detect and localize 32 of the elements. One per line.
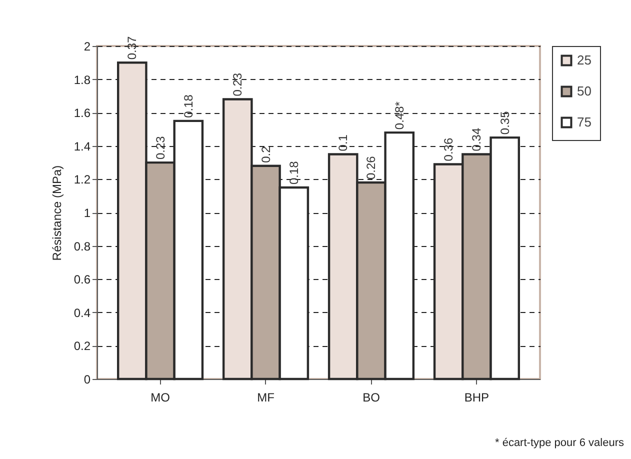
annotation: 0.23 xyxy=(230,72,245,96)
annotation: 0.1 xyxy=(336,134,350,152)
x-tick-label: MO xyxy=(150,390,170,404)
annotation: 0.35 xyxy=(498,110,512,135)
y-tick-label: 1.4 xyxy=(74,139,91,154)
annotation: 0.48* xyxy=(392,101,406,130)
y-tick-label: 0.2 xyxy=(74,339,91,354)
y-tick-label: 0 xyxy=(84,372,91,386)
annotation: 0.26 xyxy=(364,156,378,180)
y-tick-label: 2 xyxy=(84,40,91,54)
annotation: 0.2 xyxy=(258,146,273,163)
annotation: 0.23 xyxy=(153,136,168,160)
y-tick-label: 1 xyxy=(84,206,91,220)
y-tick-label: 1.8 xyxy=(74,72,91,87)
text: * écart-type pour 6 valeurs xyxy=(494,437,624,449)
y-tick-label: 0.6 xyxy=(74,272,91,287)
x-tick-label: BHP xyxy=(464,390,490,404)
y-axis-title: Résistance (MPa) xyxy=(50,165,64,261)
x-tick-label: MF xyxy=(257,390,274,404)
legend-label: 75 xyxy=(577,114,592,130)
legend-label: 50 xyxy=(577,84,592,98)
annotation: 0.18 xyxy=(286,160,301,185)
annotation: 0.34 xyxy=(470,128,484,152)
y-tick-label: 1.2 xyxy=(74,172,91,187)
legend-label: 25 xyxy=(577,52,592,68)
y-tick-label: 0.8 xyxy=(74,239,91,254)
y-tick-label: 1.6 xyxy=(74,106,91,120)
x-tick-label: BO xyxy=(362,390,380,404)
annotation: 0.37 xyxy=(125,36,140,60)
annotation: 0.18 xyxy=(181,94,196,118)
y-tick-label: 0.4 xyxy=(74,306,91,320)
annotation: 0.36 xyxy=(442,138,456,162)
